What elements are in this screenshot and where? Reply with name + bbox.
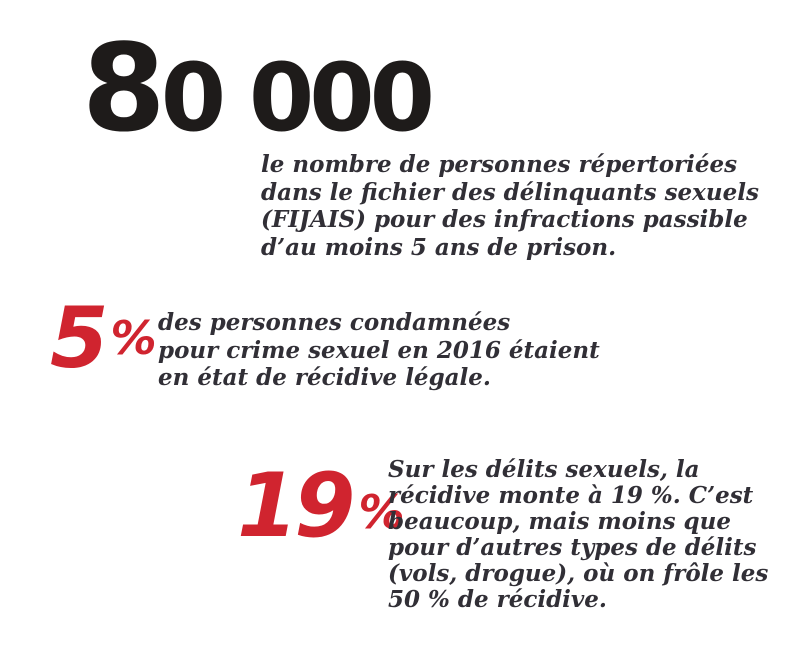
stat-description-fijais: le nombre de personnes répertoriées dans… [261, 151, 759, 261]
text-line: pour crime sexuel en 2016 étaient [158, 336, 600, 364]
stat-value-19-percent: 19% [237, 462, 405, 550]
text-line: dans le fichier des délinquants sexuels [261, 178, 759, 206]
text-line: des personnes condamnées [158, 309, 511, 336]
text-line: pour d’autres types de délits [388, 534, 757, 561]
text-line: (vols, drogue), où on frôle les [388, 560, 769, 587]
stat-description-19-percent: Sur les délits sexuels, la récidive mont… [388, 457, 768, 613]
text-line: d’au moins 5 ans de prison. [261, 233, 617, 261]
text-line: 50 % de récidive. [388, 586, 607, 613]
text-line: récidive monte à 19 %. C’est [388, 482, 754, 509]
percent-sign: % [110, 311, 157, 365]
text-line: beaucoup, mais moins que [388, 508, 731, 535]
stat-description-5-percent: des personnes condamnées pour crime sexu… [158, 309, 600, 392]
text-line: le nombre de personnes répertoriées [261, 151, 738, 178]
text-line: (FIJAIS) pour des infractions passible [261, 206, 748, 233]
percent-sign: % [358, 485, 405, 539]
stat-number: 19 [237, 454, 355, 557]
stat-value-80000: 80 000 [82, 19, 435, 159]
text-line: Sur les délits sexuels, la [388, 456, 700, 483]
stat-value-5-percent: 5% [50, 296, 157, 380]
text-line: en état de récidive légale. [158, 364, 491, 391]
stat-number: 5 [50, 289, 108, 387]
